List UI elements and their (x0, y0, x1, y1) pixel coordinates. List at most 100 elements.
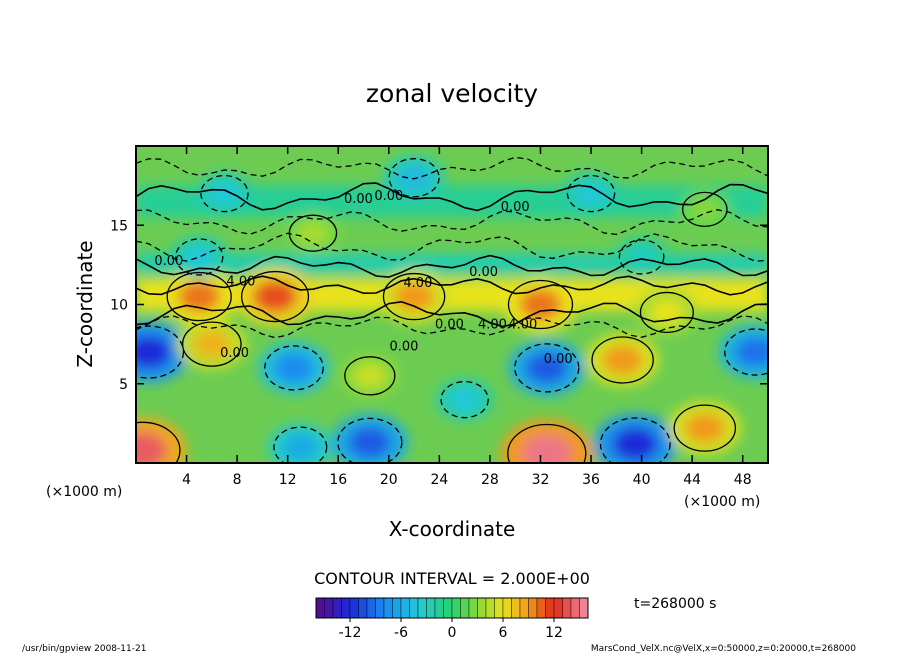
feature-blob-core (684, 413, 725, 443)
colorbar-segments (315, 597, 589, 619)
contour-label: 0.00 (389, 339, 418, 354)
contour-label: 4.00 (226, 274, 255, 289)
colorbar-segment (417, 597, 427, 619)
contour-label: 0.00 (374, 189, 403, 204)
feature-blob-core (136, 335, 172, 369)
feature-blob-core (192, 330, 231, 359)
colorbar-segment (400, 597, 410, 619)
x-tick-label: 36 (582, 472, 600, 488)
feature-blob-core (348, 426, 391, 458)
colorbar-segment (366, 597, 376, 619)
colorbar-segment (562, 597, 572, 619)
contour-line (136, 315, 768, 339)
colorbar-segment (468, 597, 478, 619)
colorbar-tick-label: -6 (394, 625, 408, 641)
contour-ring (181, 321, 242, 367)
colorbar-segment (341, 597, 351, 619)
colorbar-segment (349, 597, 359, 619)
feature-blob-core (208, 182, 241, 205)
colorbar-segment (519, 597, 529, 619)
colorbar-segment (460, 597, 470, 619)
feature-blob-core (525, 352, 568, 384)
contour-ring (639, 291, 694, 334)
contour-line (136, 275, 768, 296)
contour-ring (566, 174, 616, 213)
x-tick-label: 12 (279, 472, 297, 488)
x-tick-label: 24 (430, 472, 448, 488)
contour-ring (174, 238, 224, 276)
feature-blob-core (282, 434, 318, 460)
feature-blob-core (394, 281, 435, 312)
contour-ring (337, 417, 403, 463)
feature-blob-core (253, 280, 297, 313)
colorbar-tick-label: -12 (339, 625, 362, 641)
contour-ring (673, 404, 737, 452)
y-tick-label: 10 (110, 298, 128, 314)
contour-ring (136, 325, 185, 379)
footer-right: MarsCond_VelX.nc@VelX,x=0:50000,z=0:2000… (591, 644, 856, 654)
colorbar-segment (485, 597, 495, 619)
colorbar-segment (434, 597, 444, 619)
colorbar-segment (545, 597, 555, 619)
mid-band (136, 253, 768, 273)
colorbar-segment (570, 597, 580, 619)
contour-ring (724, 328, 768, 376)
feature-blob-core (297, 221, 329, 245)
time-label: t=268000 s (634, 596, 716, 612)
colorbar-segment (324, 597, 334, 619)
contour-ring (136, 421, 181, 463)
x-unit-left: (×1000 m) (46, 484, 122, 500)
contour-ring (388, 158, 440, 198)
contour-label: 0.00 (544, 352, 573, 367)
feature-blob-core (136, 432, 167, 463)
colorbar-segment (502, 597, 512, 619)
x-tick-label: 16 (329, 472, 347, 488)
colorbar-segment (536, 597, 546, 619)
x-tick-label: 20 (380, 472, 398, 488)
contour-label: 0.00 (154, 254, 183, 269)
contour-label: 0.00 (220, 346, 249, 361)
chart-title: zonal velocity (366, 79, 538, 108)
x-tick-label: 44 (683, 472, 701, 488)
contour-ring (440, 380, 489, 419)
contour-label: 4.00 (403, 276, 432, 291)
colorbar-segment (477, 597, 487, 619)
colorbar-segment (426, 597, 436, 619)
contour-ring (514, 343, 580, 393)
colorbar-segment (579, 597, 589, 619)
contour-ring (591, 336, 654, 384)
feature-blob-core (397, 165, 431, 190)
contour-ring (288, 214, 338, 252)
x-axis: 4 8 12 16 20 24 28 32 36 40 44 48 (182, 146, 752, 488)
contour-line (136, 300, 768, 328)
contour-interval-text: CONTOUR INTERVAL = 2.000E+00 (314, 569, 590, 588)
contour-ring (507, 279, 574, 330)
colorbar-tick-label: 0 (448, 625, 457, 641)
contour-ring (240, 270, 310, 323)
contour-label-layer: 0.000.000.000.004.00 4.000.000.00 4.00 4.00… (154, 189, 572, 367)
feature-blob-core (612, 427, 658, 461)
contour-ring (382, 272, 446, 321)
x-unit-right: (×1000 m) (684, 494, 760, 510)
contour-label: 4.00 (478, 317, 507, 332)
x-tick-label: 8 (233, 472, 242, 488)
colorbar-ticks: -12 -6 0 6 12 (339, 618, 563, 641)
contour-label: 0.00 (469, 265, 498, 280)
feature-blob-core (449, 388, 481, 412)
contour-ring (344, 356, 396, 396)
colorbar-tick-label: 6 (499, 625, 508, 641)
contour-label: 0.00 (501, 200, 530, 215)
contour-ring (200, 174, 249, 213)
contour-label: 0.00 (344, 192, 373, 207)
contour-line (136, 209, 768, 236)
contour-ring (264, 345, 324, 391)
colorbar-segment (375, 597, 385, 619)
contour-line (136, 254, 768, 278)
feature-blob-core (521, 434, 573, 463)
feature-blob-core (575, 182, 607, 205)
contour-line (136, 232, 768, 262)
colorbar-segment (383, 597, 393, 619)
colorbar-segment (553, 597, 563, 619)
